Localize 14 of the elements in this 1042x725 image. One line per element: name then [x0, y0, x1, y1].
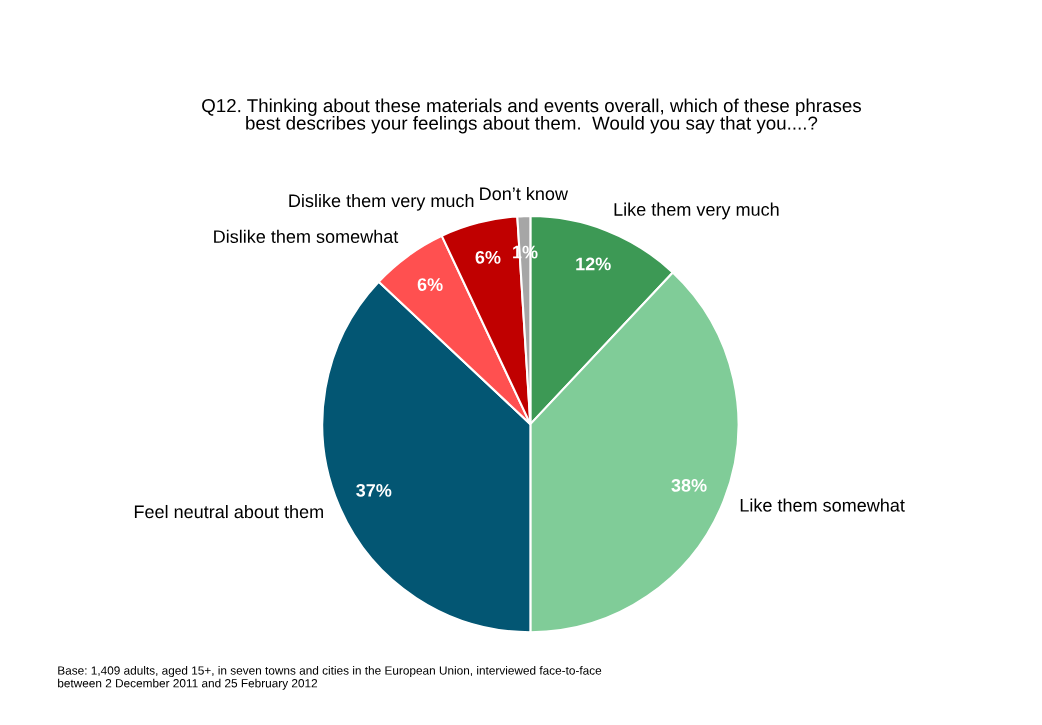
data-label: 6% [417, 278, 443, 291]
slice-label: Like them very much [614, 202, 779, 220]
slice-label: Dislike them very much [289, 193, 474, 211]
data-label: 38% [671, 479, 707, 492]
slice-label: Like them somewhat [740, 498, 905, 512]
data-label: 6% [475, 250, 501, 264]
slice-label: Dislike them somewhat [214, 229, 399, 244]
data-label: 37% [356, 483, 392, 497]
data-label: 12% [576, 257, 611, 271]
chart-title: Q12. Thinking about these materials and events overall, which of these phrases best describes your feelings about them. Would you say that you....? [202, 98, 861, 134]
text: Base: 1,409 adults, aged 15+, in seven towns and cities in the European Union, interviewed face-to-face between 2 December 2011 and 25 February 2012 [58, 666, 602, 690]
data-label: 1% [513, 245, 538, 259]
slice-label: Don’t know [480, 186, 569, 201]
slice-label: Feel neutral about them [134, 504, 323, 519]
